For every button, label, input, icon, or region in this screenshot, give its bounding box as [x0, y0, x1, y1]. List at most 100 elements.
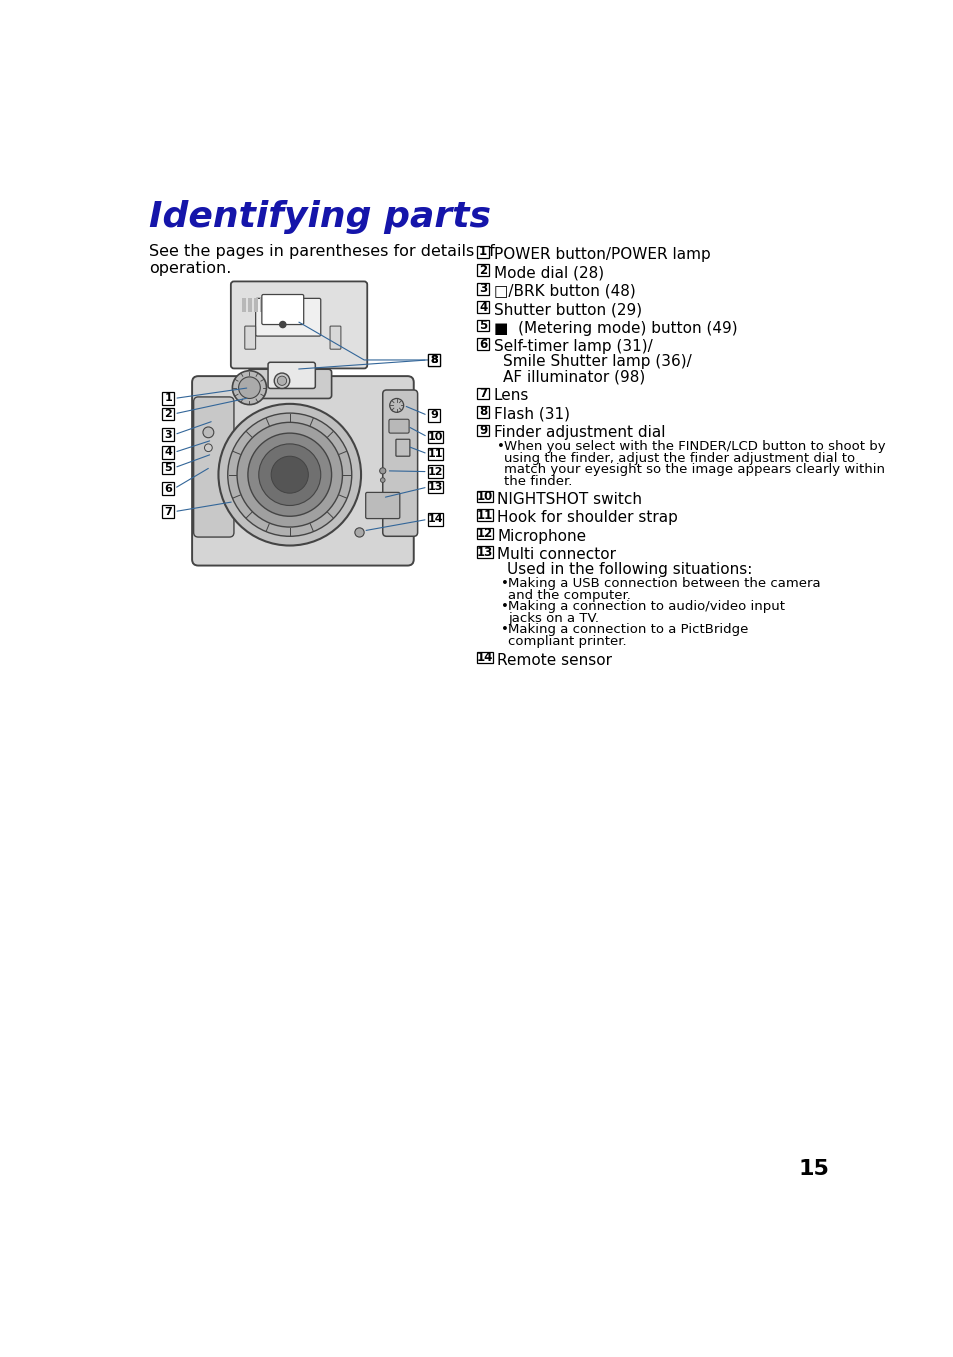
Bar [476, 320, 488, 331]
Text: 1: 1 [164, 394, 172, 403]
Bar [162, 506, 174, 518]
FancyBboxPatch shape [255, 299, 320, 337]
Text: 8: 8 [478, 406, 487, 418]
Circle shape [379, 468, 385, 474]
Text: Microphone: Microphone [497, 529, 586, 544]
Text: compliant printer.: compliant printer. [508, 635, 626, 647]
Circle shape [203, 427, 213, 438]
Text: 5: 5 [164, 463, 172, 472]
Text: 4: 4 [478, 301, 487, 313]
Circle shape [390, 399, 403, 413]
Text: •: • [500, 600, 508, 613]
Text: 12: 12 [427, 467, 443, 476]
Bar [241, 299, 245, 312]
Bar [476, 301, 488, 313]
FancyBboxPatch shape [261, 294, 303, 324]
Text: 9: 9 [430, 410, 437, 421]
Text: and the computer.: and the computer. [508, 589, 631, 601]
Text: 3: 3 [478, 282, 487, 296]
Bar [427, 465, 443, 478]
Text: 6: 6 [164, 483, 172, 494]
Circle shape [258, 444, 320, 506]
Circle shape [204, 444, 212, 452]
Text: 2: 2 [164, 408, 172, 419]
Text: 13: 13 [476, 546, 493, 559]
Bar [476, 425, 488, 436]
Circle shape [380, 478, 385, 482]
Bar [476, 547, 493, 558]
Text: POWER button/POWER lamp: POWER button/POWER lamp [493, 247, 710, 262]
Bar [427, 410, 439, 422]
Bar [427, 354, 439, 366]
Circle shape [279, 322, 286, 327]
Circle shape [355, 528, 364, 537]
Text: Mode dial (28): Mode dial (28) [493, 265, 603, 281]
Bar [476, 265, 488, 275]
Bar [162, 446, 174, 459]
FancyBboxPatch shape [245, 326, 255, 349]
Text: Finder adjustment dial: Finder adjustment dial [493, 425, 664, 441]
Text: □/BRK button (48): □/BRK button (48) [493, 284, 635, 299]
Text: Flash (31): Flash (31) [493, 407, 569, 422]
Circle shape [233, 370, 266, 404]
Text: AF illuminator (98): AF illuminator (98) [502, 369, 644, 384]
Bar [476, 528, 493, 539]
Circle shape [277, 376, 286, 385]
Text: jacks on a TV.: jacks on a TV. [508, 612, 598, 624]
Text: 10: 10 [427, 432, 443, 442]
Bar [162, 461, 174, 474]
Bar [427, 480, 443, 493]
Text: 11: 11 [476, 509, 493, 521]
Bar [266, 299, 270, 312]
Text: Making a USB connection between the camera: Making a USB connection between the came… [508, 577, 821, 590]
Text: Remote sensor: Remote sensor [497, 653, 612, 668]
Text: 8: 8 [430, 356, 437, 365]
FancyBboxPatch shape [389, 419, 409, 433]
Text: 13: 13 [427, 482, 443, 493]
Bar [162, 482, 174, 495]
Text: 5: 5 [478, 319, 487, 332]
Text: See the pages in parentheses for details of
operation.: See the pages in parentheses for details… [149, 244, 494, 275]
Bar [476, 338, 488, 350]
Text: Making a connection to audio/video input: Making a connection to audio/video input [508, 600, 784, 613]
Text: 7: 7 [478, 387, 487, 400]
Text: 10: 10 [476, 490, 493, 503]
FancyBboxPatch shape [193, 396, 233, 537]
FancyBboxPatch shape [330, 326, 340, 349]
Bar [476, 651, 493, 664]
Bar [162, 429, 174, 441]
Text: 11: 11 [427, 449, 443, 459]
Text: •: • [500, 623, 508, 636]
Text: Making a connection to a PictBridge: Making a connection to a PictBridge [508, 623, 748, 636]
Bar [260, 299, 264, 312]
Text: NIGHTSHOT switch: NIGHTSHOT switch [497, 491, 641, 506]
Circle shape [228, 413, 352, 536]
Text: Self-timer lamp (31)/: Self-timer lamp (31)/ [493, 339, 652, 354]
Text: Identifying parts: Identifying parts [149, 199, 490, 233]
Circle shape [238, 377, 260, 399]
Text: 14: 14 [427, 514, 443, 524]
Text: Used in the following situations:: Used in the following situations: [506, 562, 751, 577]
Text: Shutter button (29): Shutter button (29) [493, 303, 641, 318]
Bar [427, 448, 443, 460]
FancyBboxPatch shape [365, 493, 399, 518]
Text: •: • [497, 440, 504, 453]
Circle shape [274, 373, 290, 388]
FancyBboxPatch shape [192, 376, 414, 566]
Circle shape [218, 404, 360, 546]
Bar [427, 354, 439, 366]
Text: •: • [500, 577, 508, 590]
Bar [162, 407, 174, 421]
Text: using the finder, adjust the finder adjustment dial to: using the finder, adjust the finder adju… [504, 452, 855, 464]
Text: 9: 9 [478, 423, 487, 437]
Bar [476, 284, 488, 294]
Bar [476, 388, 488, 399]
Text: 7: 7 [164, 506, 172, 517]
Bar [248, 299, 252, 312]
Text: 4: 4 [164, 448, 172, 457]
Text: 15: 15 [798, 1159, 828, 1179]
Text: 2: 2 [478, 263, 487, 277]
Bar [162, 392, 174, 404]
Text: 12: 12 [476, 527, 493, 540]
Text: the finder.: the finder. [504, 475, 572, 487]
